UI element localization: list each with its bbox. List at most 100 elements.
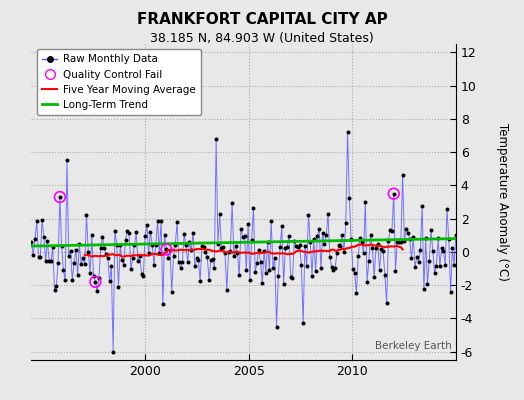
Point (395, 238, 403, 245)
Point (256, 259, 265, 265)
Point (215, 211, 224, 218)
Point (81, 261, 89, 267)
Point (297, 262, 305, 269)
Point (223, 287, 231, 293)
Point (205, 277, 213, 283)
Point (162, 246, 171, 253)
Point (435, 263, 444, 270)
Y-axis label: Temperature Anomaly (°C): Temperature Anomaly (°C) (496, 123, 509, 281)
Point (288, 275, 297, 282)
Point (402, 226, 410, 232)
Point (168, 288, 176, 295)
Point (191, 263, 199, 269)
Point (274, 273, 282, 280)
Point (214, 241, 222, 247)
Text: FRANKFORT CAPITAL CITY AP: FRANKFORT CAPITAL CITY AP (137, 12, 387, 27)
Point (352, 290, 361, 297)
Point (59, 267, 68, 273)
Point (49, 244, 57, 250)
Point (299, 320, 308, 327)
Point (111, 228, 119, 234)
Point (366, 232, 375, 238)
Point (90, 273, 98, 280)
Point (393, 238, 401, 245)
Point (438, 244, 446, 251)
Point (219, 244, 227, 250)
Point (107, 263, 116, 270)
Point (119, 262, 128, 269)
Point (63, 157, 71, 164)
Point (249, 205, 258, 211)
Point (374, 241, 382, 248)
Point (343, 129, 352, 135)
Point (77, 261, 85, 267)
Point (372, 245, 380, 252)
Point (164, 255, 172, 261)
Point (43, 238, 52, 244)
Point (397, 238, 405, 245)
Point (264, 239, 272, 246)
Point (183, 259, 192, 266)
Point (421, 235, 430, 241)
Point (127, 266, 135, 272)
Point (324, 211, 332, 217)
Point (279, 281, 288, 287)
Point (209, 256, 217, 262)
Point (450, 262, 458, 268)
Point (221, 250, 229, 256)
Point (104, 255, 112, 261)
Point (287, 273, 295, 280)
Point (226, 248, 235, 254)
Point (150, 262, 158, 268)
Point (136, 252, 144, 259)
Point (157, 218, 165, 224)
Point (185, 238, 194, 245)
Point (351, 270, 359, 276)
Point (301, 243, 309, 249)
Point (109, 348, 117, 355)
Point (293, 244, 302, 250)
Point (27, 239, 36, 245)
Point (230, 252, 238, 259)
Point (420, 286, 428, 292)
Point (251, 268, 259, 275)
Point (72, 246, 80, 253)
Point (406, 236, 414, 242)
Point (96, 245, 105, 251)
Point (41, 258, 50, 264)
Point (88, 232, 96, 239)
Point (347, 236, 355, 243)
Point (233, 249, 242, 256)
Point (258, 280, 267, 286)
Point (35, 253, 43, 260)
Point (336, 243, 345, 250)
Point (302, 263, 311, 269)
Point (148, 242, 156, 248)
Point (409, 234, 418, 240)
Point (237, 226, 245, 232)
Point (357, 239, 366, 246)
Point (146, 229, 155, 235)
Point (320, 240, 329, 247)
Point (269, 264, 277, 271)
Point (203, 253, 212, 260)
Point (177, 265, 185, 271)
Point (425, 258, 433, 264)
Point (429, 248, 437, 254)
Point (411, 264, 419, 270)
Point (58, 242, 66, 249)
Point (345, 194, 354, 201)
Point (198, 243, 206, 249)
Point (154, 218, 162, 224)
Point (283, 244, 291, 250)
Point (201, 248, 210, 255)
Legend: Raw Monthly Data, Quality Control Fail, Five Year Moving Average, Long-Term Tren: Raw Monthly Data, Quality Control Fail, … (37, 49, 201, 115)
Point (253, 260, 261, 266)
Point (64, 253, 73, 260)
Point (310, 236, 318, 242)
Point (386, 227, 395, 234)
Point (400, 237, 409, 244)
Point (439, 248, 447, 254)
Point (232, 243, 240, 249)
Point (151, 242, 160, 248)
